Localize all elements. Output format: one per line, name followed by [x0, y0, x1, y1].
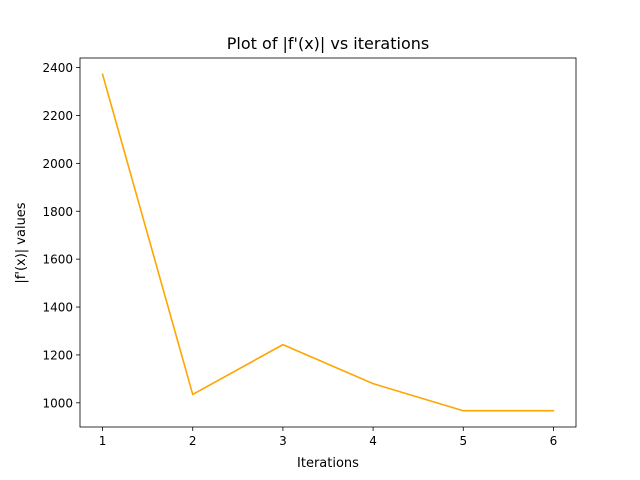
series-line-1	[101, 73, 555, 412]
y-axis-label: |f'(x)| values	[14, 202, 29, 283]
x-tick-label: 5	[459, 434, 467, 448]
x-tick-label: 2	[189, 434, 197, 448]
y-tick-label: 1400	[42, 301, 73, 315]
plot-frame	[79, 57, 577, 428]
x-tick-label: 3	[279, 434, 287, 448]
y-tick-label: 1600	[42, 253, 73, 267]
x-tick-label: 1	[99, 434, 107, 448]
y-tick-label: 2000	[42, 157, 73, 171]
x-tick-label: 4	[369, 434, 377, 448]
chart-title: Plot of |f'(x)| vs iterations	[227, 34, 429, 53]
y-tick-label: 2400	[42, 61, 73, 75]
x-axis-label: Iterations	[297, 456, 359, 471]
x-tick-label: 6	[550, 434, 558, 448]
y-tick-label: 1800	[42, 205, 73, 219]
y-tick-label: 1000	[42, 396, 73, 410]
y-tick-label: 2200	[42, 109, 73, 123]
plot-area: 1 2 3 4 5 6 1000 1200 1400 1600 1800 2000 2200 2400	[42, 57, 577, 448]
y-tick-label: 1200	[42, 348, 73, 362]
